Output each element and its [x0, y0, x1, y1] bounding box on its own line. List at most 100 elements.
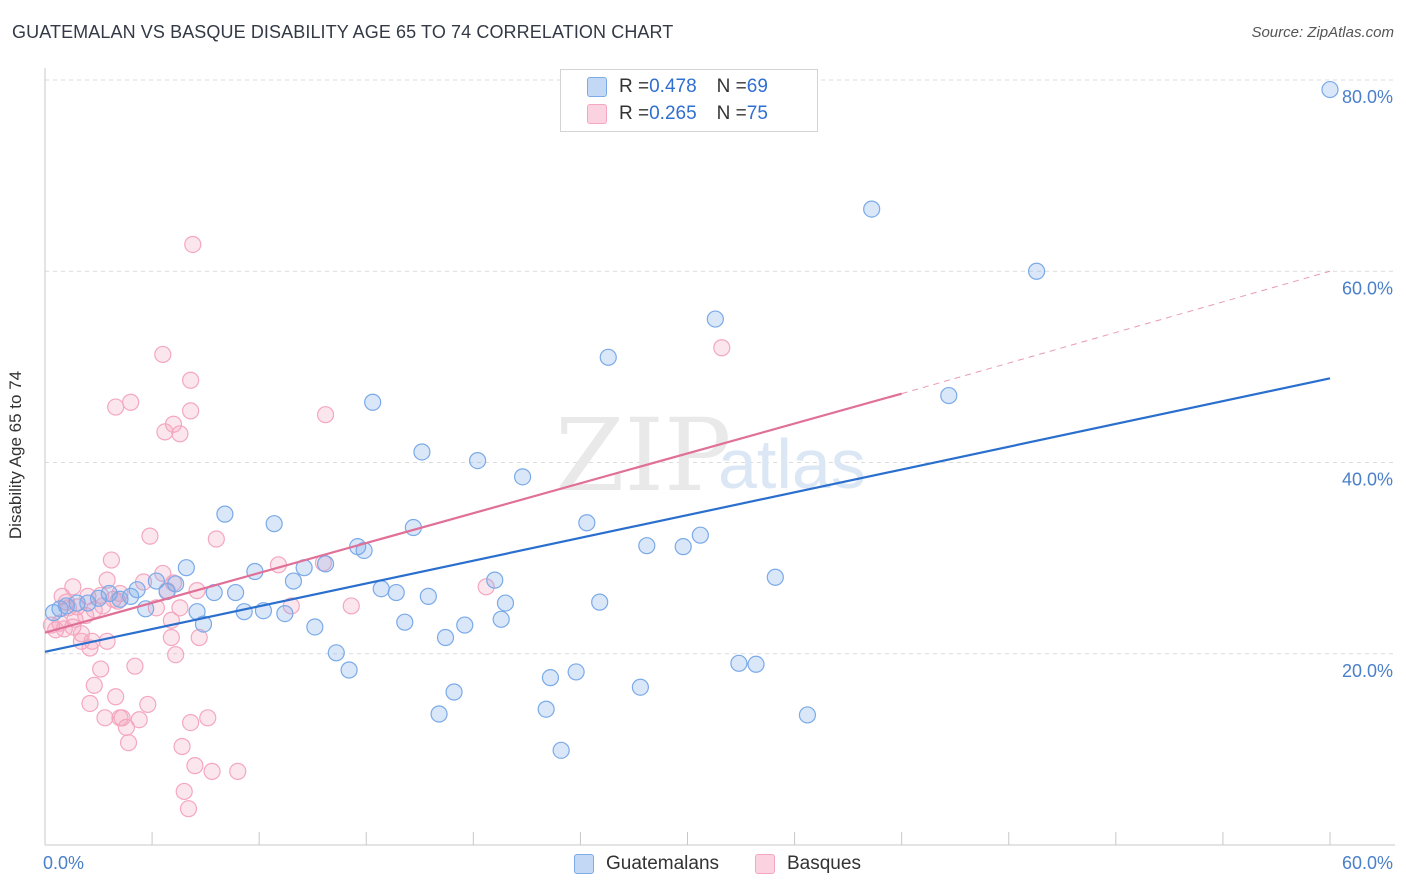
guatemalans-point: [537, 700, 555, 718]
guatemalans-point: [691, 526, 709, 544]
basques-point: [98, 632, 116, 650]
y-tick-label: 60.0%: [1342, 278, 1393, 298]
guatemalans-point: [436, 628, 455, 647]
basques-point: [164, 415, 183, 433]
guatemalans-point: [167, 575, 185, 593]
guatemalans-point: [79, 594, 97, 612]
guatemalans-point: [674, 538, 692, 556]
guatemalans-point: [599, 348, 617, 366]
watermark-zip: ZIP: [555, 397, 731, 514]
guatemalans-point: [567, 663, 585, 681]
legend-r-value: 0.478: [649, 76, 697, 97]
correlation-legend: R = 0.478 N = 69 R = 0.265 N = 75: [560, 69, 818, 132]
guatemalans-point: [1321, 80, 1339, 99]
legend-row-basques: R = 0.265 N = 75: [587, 102, 768, 126]
guatemalans-point: [1027, 262, 1046, 280]
guatemalans-point: [591, 593, 609, 611]
basques-point: [85, 676, 103, 694]
basques-point: [203, 762, 221, 780]
guatemalans-point: [766, 568, 784, 586]
basques-point: [81, 694, 99, 713]
y-tick-label: 80.0%: [1342, 87, 1393, 107]
bottom-legend-basques: Basques: [755, 852, 861, 876]
guatemalans-point: [177, 559, 195, 577]
basques-point: [179, 800, 198, 818]
legend-r-label: R =: [619, 103, 650, 124]
legend-n-label: N =: [716, 76, 747, 97]
guatemalans-point: [364, 393, 382, 411]
chart-title: GUATEMALAN VS BASQUE DISABILITY AGE 65 T…: [12, 22, 674, 42]
basques-point: [107, 398, 125, 416]
basques-point: [119, 734, 138, 752]
legend-n-value: 69: [746, 76, 768, 97]
guatemalans-point: [284, 572, 303, 590]
axes: [44, 68, 1395, 846]
guatemalans-point: [396, 613, 414, 631]
guatemalans-point: [940, 386, 958, 405]
basques-point: [175, 782, 193, 801]
basques-point: [199, 709, 217, 727]
watermark-atlas: atlas: [718, 425, 866, 503]
basques-point: [98, 571, 116, 589]
bottom-swatch-guatemalans: [574, 854, 594, 874]
basques-point: [173, 737, 191, 756]
basques-point: [182, 402, 200, 420]
guatemalans-point: [419, 587, 437, 605]
basques-point: [141, 527, 159, 545]
guatemalans-point: [340, 661, 358, 679]
basques-point: [171, 599, 189, 617]
guatemalans-point: [486, 571, 504, 589]
watermark: ZIP atlas: [555, 397, 866, 514]
source-label: Source: ZipAtlas.com: [1251, 24, 1394, 41]
guatemalans-point: [100, 584, 118, 603]
guatemalans-point: [496, 594, 515, 612]
guatemalans-point: [227, 583, 245, 602]
basques-point: [316, 406, 335, 424]
guatemalans-point: [578, 514, 596, 532]
basques-point: [154, 345, 172, 364]
basques-point: [122, 393, 140, 411]
bottom-legend-label: Basques: [787, 853, 861, 874]
guatemalans-point: [413, 443, 431, 461]
bottom-swatch-basques: [755, 854, 775, 874]
guatemalans-point: [541, 669, 560, 687]
basques-point: [184, 235, 202, 254]
basques-trend-extension: [901, 270, 1331, 395]
basques-points: [42, 235, 731, 818]
x-tick-label: 60.0%: [1342, 853, 1393, 873]
guatemalans-point: [513, 468, 532, 486]
guatemalans-point: [276, 604, 294, 623]
basques-point: [171, 425, 189, 443]
guatemalans-point: [430, 705, 448, 723]
guatemalans-point: [469, 451, 487, 470]
guatemalans-point: [111, 590, 129, 608]
basques-point: [269, 556, 288, 574]
basques-point: [167, 646, 185, 664]
basques-point: [162, 628, 180, 647]
basques-point: [229, 762, 247, 780]
trend-lines: [44, 270, 1331, 653]
guatemalans-point: [265, 515, 283, 533]
guatemalans-trend-line: [44, 377, 1331, 653]
legend-swatch-basques: [587, 104, 607, 124]
guatemalans-point: [57, 597, 76, 615]
legend-row-guatemalans: R = 0.478 N = 69: [587, 75, 768, 99]
tick-labels: 20.0% 40.0% 60.0% 80.0% 0.0% 60.0%: [43, 87, 1393, 873]
basques-point: [96, 709, 114, 727]
basques-point: [126, 657, 144, 675]
guatemalans-point: [355, 541, 373, 560]
basques-point: [130, 711, 148, 729]
legend-r-value: 0.265: [649, 103, 697, 124]
guatemalans-point: [147, 572, 165, 590]
legend-r-label: R =: [619, 76, 650, 97]
basques-point: [182, 713, 200, 732]
guatemalans-point: [706, 310, 724, 328]
basques-point: [111, 709, 129, 727]
legend-n-value: 75: [746, 103, 768, 124]
basques-point: [713, 339, 731, 357]
basques-point: [64, 578, 82, 596]
y-axis-label: Disability Age 65 to 74: [6, 370, 25, 540]
legend-swatch-guatemalans: [587, 77, 607, 97]
guatemalans-point: [306, 618, 324, 636]
